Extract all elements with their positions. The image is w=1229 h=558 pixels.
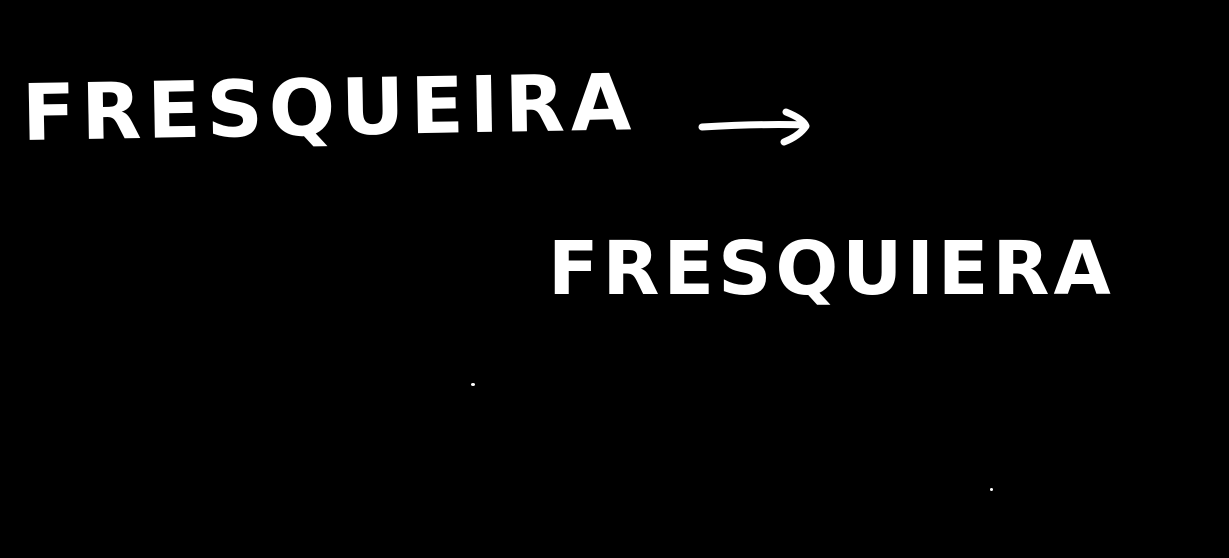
- original-word: FRESQUEIRA: [21, 58, 638, 159]
- right-arrow-icon: [698, 108, 810, 146]
- corrected-word: FRESQUIERA: [548, 226, 1115, 312]
- ink-speck: [990, 488, 993, 491]
- ink-speck: [471, 383, 475, 386]
